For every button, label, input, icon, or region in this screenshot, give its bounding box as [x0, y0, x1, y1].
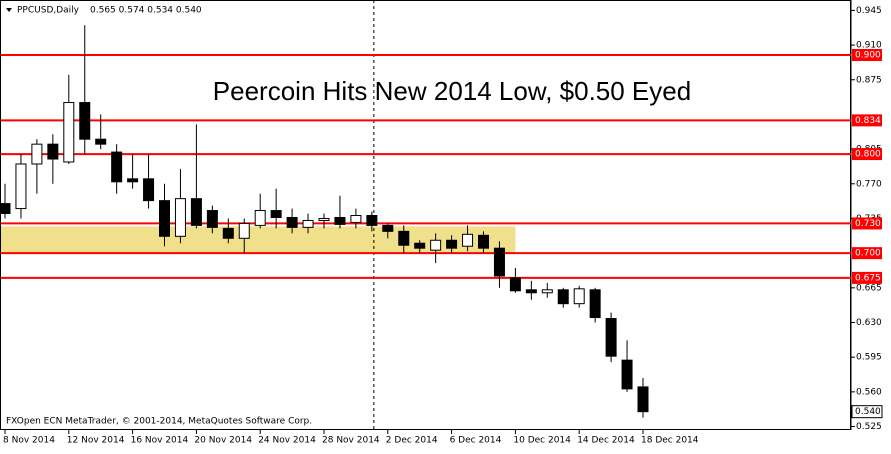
candle-body [509, 277, 521, 292]
candle-body [222, 227, 234, 239]
candle-body [190, 198, 202, 226]
candle-body [95, 138, 107, 145]
candle-body [414, 242, 426, 249]
candle-body [350, 214, 362, 223]
candle-body [174, 198, 186, 237]
candle-body [143, 178, 155, 202]
candle-body [127, 178, 139, 183]
x-tick-label: 14 Dec 2014 [577, 436, 635, 446]
level-label: 0.730 [855, 219, 881, 229]
candle-body [382, 224, 394, 232]
level-label-box [852, 247, 882, 260]
x-tick-label: 12 Nov 2014 [67, 436, 125, 446]
level-label-box [852, 114, 882, 127]
symbol: PPCUSD,Daily [17, 6, 80, 16]
level-label: 0.900 [855, 50, 881, 60]
level-label-box [852, 48, 882, 61]
candle-body [111, 151, 123, 183]
candle-body [238, 222, 250, 239]
candle-body [637, 386, 649, 413]
candle-body [557, 289, 569, 305]
candle-body [318, 217, 330, 221]
x-tick-label: 6 Dec 2014 [450, 436, 502, 446]
candle-body [63, 102, 75, 163]
candle-body [15, 163, 27, 210]
price-label-box [851, 405, 883, 419]
x-tick-label: 2 Dec 2014 [386, 436, 438, 446]
candle-body [398, 230, 410, 246]
x-tick-label: 18 Dec 2014 [641, 436, 699, 446]
candle-body [525, 289, 537, 294]
level-label-box [852, 148, 882, 161]
candle-body [478, 234, 489, 249]
candle-body [302, 219, 314, 228]
candle-body [0, 203, 11, 215]
price-label: 0.540 [855, 407, 881, 417]
candle-body [79, 102, 91, 140]
level-label: 0.675 [855, 273, 881, 283]
candle-body [270, 210, 282, 218]
y-tick-label: 0.630 [856, 318, 882, 328]
footer: FXOpen ECN MetaTrader, © 2001-2014, Meta… [6, 417, 312, 427]
candle-body [159, 200, 170, 237]
candle-body [589, 289, 601, 319]
x-tick-label: 10 Dec 2014 [513, 436, 571, 446]
level-label-box [852, 217, 882, 230]
y-tick-label: 0.665 [856, 283, 882, 293]
y-tick-label: 0.945 [856, 6, 882, 16]
candle-body [621, 359, 633, 390]
y-tick-label: 0.595 [856, 353, 882, 363]
x-tick-label: 20 Nov 2014 [194, 436, 252, 446]
candle-body [605, 318, 617, 357]
candle-body [206, 210, 218, 228]
candle-body [254, 210, 266, 226]
menu-arrow[interactable] [6, 8, 12, 12]
candle-body [541, 289, 553, 294]
x-tick-label: 8 Nov 2014 [3, 436, 55, 446]
x-tick-label: 28 Nov 2014 [322, 436, 380, 446]
level-label-box [852, 271, 882, 284]
candle-body [462, 233, 474, 247]
x-tick-label: 24 Nov 2014 [258, 436, 316, 446]
y-tick-label: 0.910 [856, 41, 882, 51]
plot-frame [0, 0, 851, 430]
level-label: 0.800 [855, 150, 881, 160]
candle-body [31, 143, 43, 165]
header-values: 0.565 0.574 0.534 0.540 [90, 6, 202, 16]
x-tick-label: 16 Nov 2014 [131, 436, 189, 446]
candle-body [334, 216, 346, 225]
candle-body [430, 239, 442, 251]
y-tick-label: 0.525 [856, 422, 882, 432]
annotation: Peercoin Hits New 2014 Low, $0.50 Eyed [213, 76, 691, 106]
y-tick-label: 0.560 [856, 387, 882, 397]
candle-body [47, 143, 59, 160]
level-label: 0.834 [855, 116, 881, 126]
candle-body [573, 288, 585, 305]
candle-body [493, 247, 505, 277]
support-zone [1, 226, 516, 254]
y-tick-label: 0.875 [856, 75, 882, 85]
candle-body [446, 239, 458, 249]
candle-body [366, 214, 378, 226]
y-tick-label: 0.770 [856, 179, 882, 189]
level-label: 0.700 [855, 249, 881, 259]
candle-body [286, 216, 298, 228]
